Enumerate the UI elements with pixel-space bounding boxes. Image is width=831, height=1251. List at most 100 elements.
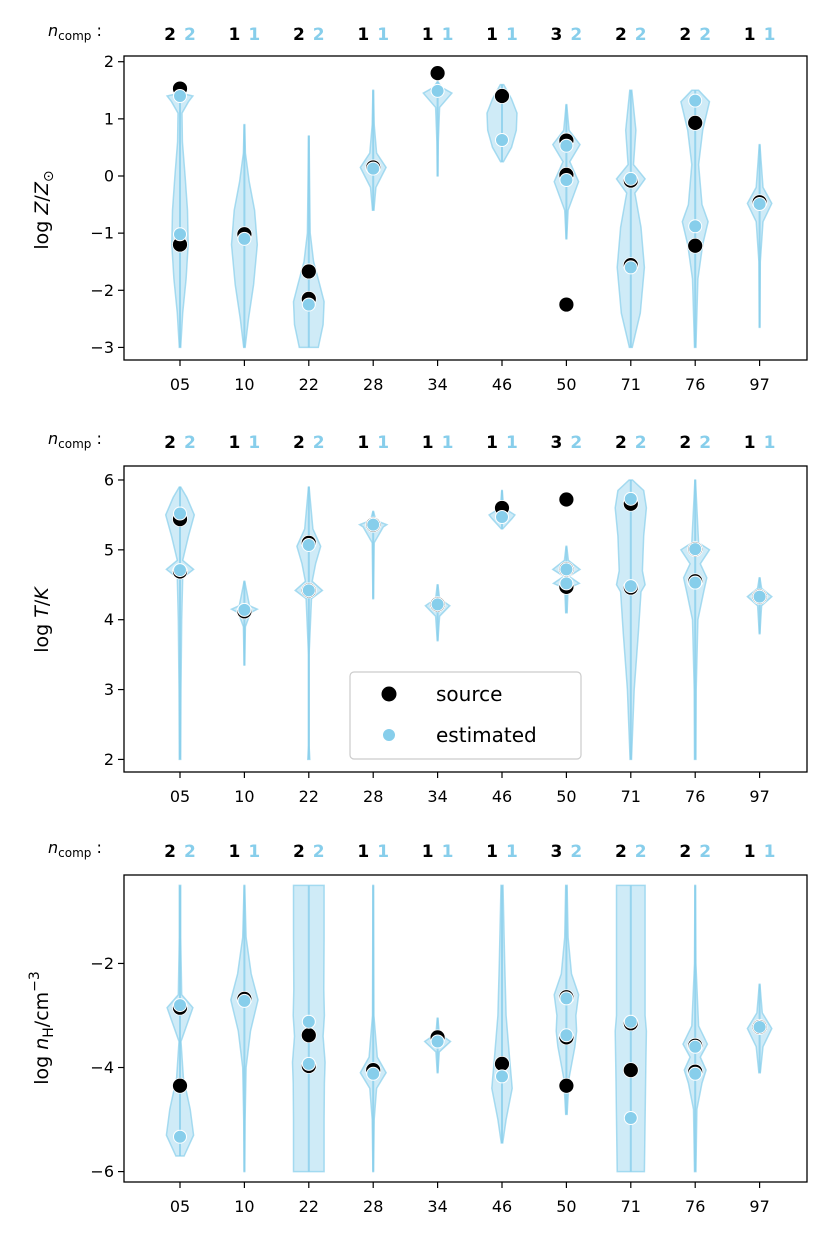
source-point-50 <box>558 491 575 508</box>
ncomp-estimated-76: 2 <box>699 25 711 45</box>
x-tick-label: 05 <box>170 787 190 806</box>
ncomp-label-n: n <box>48 429 58 448</box>
estimated-point-05 <box>173 89 187 103</box>
legend-source-label: source <box>436 682 502 706</box>
source-point-71 <box>622 1062 639 1079</box>
y-axis-label-sub: ⊙ <box>41 170 57 182</box>
y-axis-label-var2: K <box>31 586 53 600</box>
ncomp-estimated-76: 2 <box>699 433 711 453</box>
source-point-50 <box>558 1077 575 1094</box>
y-tick-label: −2 <box>90 954 114 973</box>
y-axis-label-sub: H <box>41 1027 57 1038</box>
estimated-point-34 <box>430 597 445 612</box>
x-tick-label: 46 <box>492 1197 512 1216</box>
ncomp-estimated-71: 2 <box>635 25 647 45</box>
legend-estimated-marker <box>382 728 396 742</box>
estimated-point-76 <box>688 542 703 557</box>
ncomp-source-97: 1 <box>744 842 756 862</box>
ncomp-estimated-22: 2 <box>313 25 325 45</box>
estimated-point-76 <box>688 575 703 590</box>
ncomp-label-sub: comp <box>58 846 91 860</box>
ncomp-label: ncomp : <box>48 838 102 860</box>
ncomp-label-n: n <box>48 838 58 857</box>
ncomp-estimated-34: 1 <box>442 25 454 45</box>
ncomp-source-10: 1 <box>229 842 241 862</box>
ncomp-source-05: 2 <box>164 25 176 45</box>
y-axis-label: log nH/cm−3 <box>27 971 57 1085</box>
estimated-point-28 <box>366 161 381 176</box>
x-tick-label: 05 <box>170 1197 190 1216</box>
estimated-point-50 <box>559 576 574 591</box>
estimated-point-71 <box>623 1110 638 1125</box>
ncomp-label-colon: : <box>91 838 101 857</box>
legend: source estimated <box>349 671 582 760</box>
estimated-point-46 <box>495 510 509 524</box>
ncomp-estimated-76: 2 <box>699 842 711 862</box>
source-point-34 <box>429 65 446 82</box>
estimated-point-50 <box>559 138 574 153</box>
estimated-point-50 <box>559 1028 574 1043</box>
ncomp-label-sub: comp <box>58 437 91 451</box>
estimated-point-10 <box>237 993 252 1008</box>
source-point-05 <box>172 1077 188 1094</box>
ncomp-label: ncomp : <box>48 429 102 451</box>
estimated-point-28 <box>366 1066 381 1081</box>
source-point-46 <box>494 1055 510 1072</box>
ncomp-estimated-05: 2 <box>184 25 196 45</box>
estimated-point-71 <box>623 1014 638 1029</box>
ncomp-estimated-10: 1 <box>248 842 260 862</box>
ncomp-estimated-71: 2 <box>635 433 647 453</box>
y-axis-label-var: n <box>31 1038 53 1050</box>
source-point-76 <box>687 237 704 254</box>
x-tick-label: 10 <box>234 375 254 394</box>
ncomp-source-10: 1 <box>229 433 241 453</box>
source-point-22 <box>300 263 317 280</box>
ncomp-estimated-97: 1 <box>764 433 776 453</box>
y-tick-label: −1 <box>90 224 114 243</box>
y-tick-label: −2 <box>90 281 114 300</box>
x-tick-label: 50 <box>556 787 576 806</box>
estimated-point-71 <box>623 491 638 506</box>
legend-box <box>349 671 582 760</box>
ncomp-source-22: 2 <box>293 842 305 862</box>
x-tick-label: 71 <box>621 375 641 394</box>
ncomp-estimated-50: 2 <box>570 25 582 45</box>
x-tick-label: 97 <box>749 787 769 806</box>
x-tick-label: 46 <box>492 375 512 394</box>
ncomp-source-05: 2 <box>164 433 176 453</box>
estimated-point-97 <box>752 1019 767 1034</box>
x-tick-label: 10 <box>234 787 254 806</box>
estimated-point-46 <box>495 1069 509 1084</box>
ncomp-source-97: 1 <box>744 433 756 453</box>
x-tick-label: 22 <box>299 375 319 394</box>
ncomp-source-22: 2 <box>293 25 305 45</box>
ncomp-source-34: 1 <box>422 842 434 862</box>
ncomp-source-71: 2 <box>615 842 627 862</box>
y-axis-label-pre: log <box>31 618 53 653</box>
ncomp-source-76: 2 <box>679 433 691 453</box>
estimated-point-50 <box>559 173 574 187</box>
ncomp-source-05: 2 <box>164 842 176 862</box>
y-axis-label-pre: log <box>31 1050 53 1085</box>
ncomp-estimated-34: 1 <box>442 842 454 862</box>
ncomp-source-34: 1 <box>422 25 434 45</box>
y-tick-label: −6 <box>90 1162 114 1181</box>
x-tick-label: 34 <box>427 375 447 394</box>
ncomp-source-50: 3 <box>551 25 563 45</box>
ncomp-source-50: 3 <box>551 842 563 862</box>
estimated-point-10 <box>237 602 252 617</box>
x-tick-label: 71 <box>621 787 641 806</box>
ncomp-source-46: 1 <box>486 25 498 45</box>
x-tick-label: 34 <box>427 787 447 806</box>
ncomp-source-76: 2 <box>679 842 691 862</box>
ncomp-label: ncomp : <box>48 21 102 43</box>
x-tick-label: 76 <box>685 1197 705 1216</box>
estimated-point-22 <box>301 297 316 312</box>
ncomp-estimated-34: 1 <box>442 433 454 453</box>
x-tick-label: 22 <box>299 787 319 806</box>
estimated-point-34 <box>430 1034 445 1049</box>
x-tick-label: 97 <box>749 1197 769 1216</box>
y-tick-label: 4 <box>104 610 114 629</box>
y-axis-label: log T/K <box>31 586 53 653</box>
ncomp-source-46: 1 <box>486 842 498 862</box>
